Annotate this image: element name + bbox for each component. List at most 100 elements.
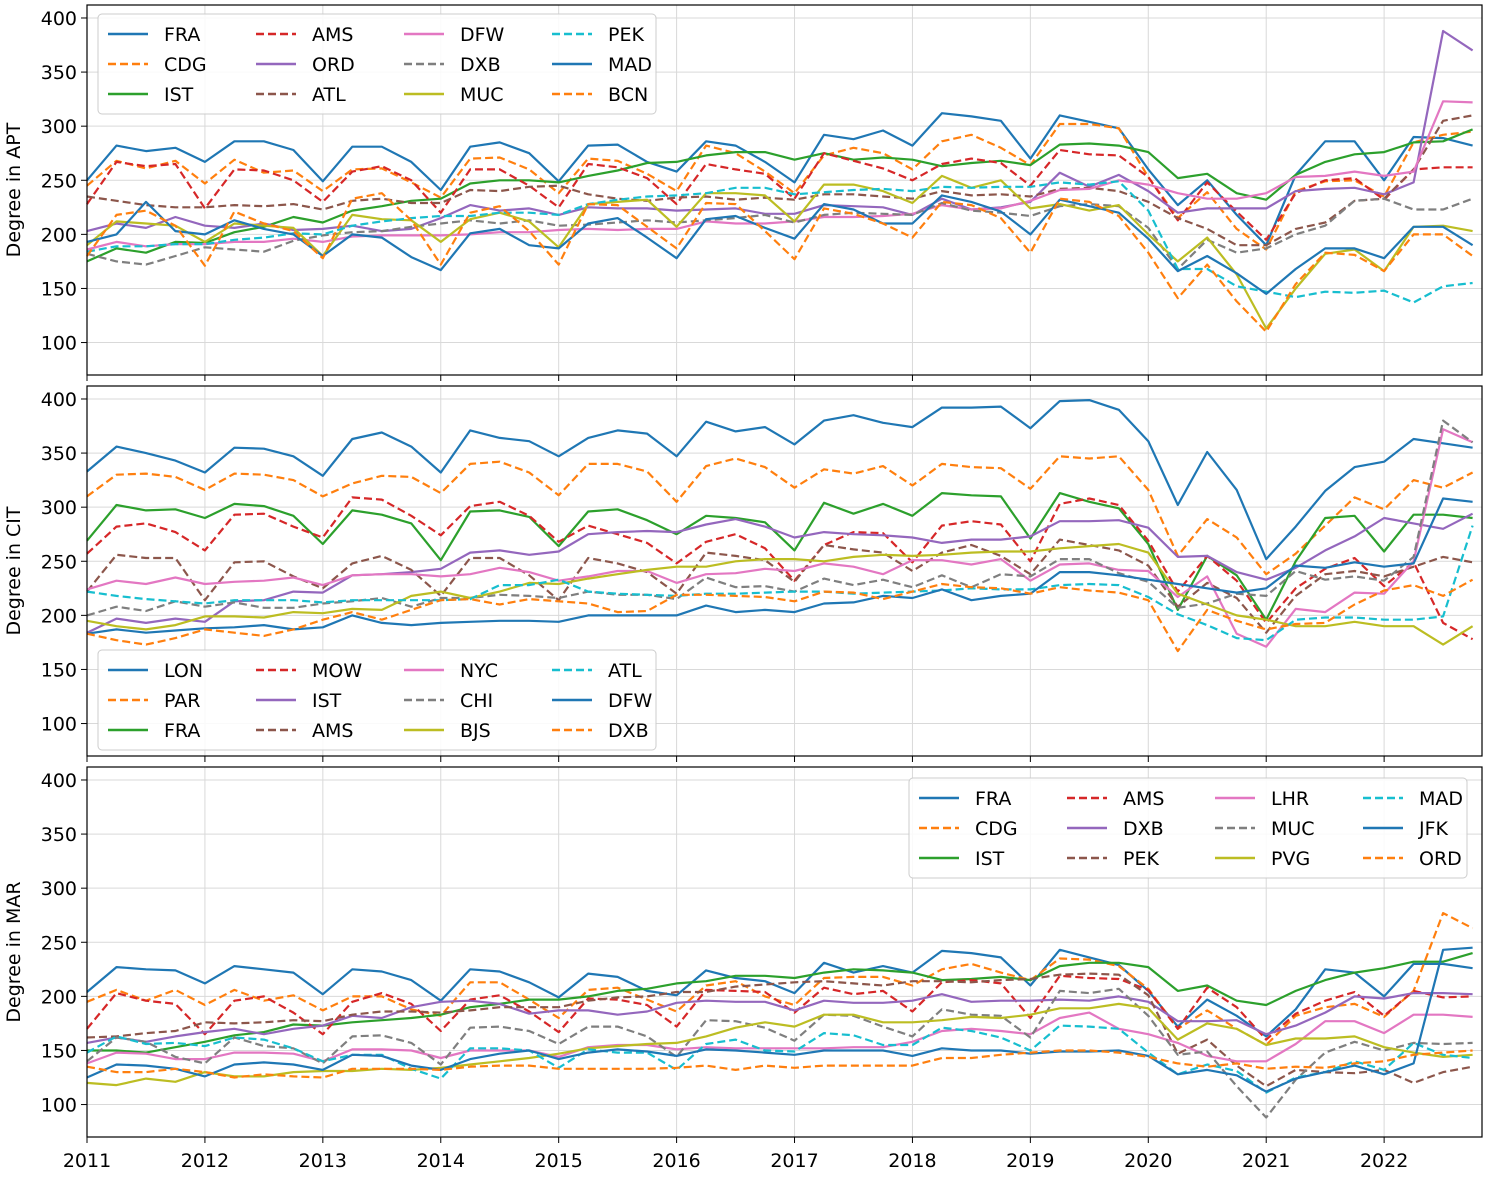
legend-label: ATL (608, 660, 642, 682)
legend-label: DXB (608, 720, 649, 742)
legend-item-ord: ORD (256, 54, 355, 76)
legend-label: AMS (312, 720, 353, 742)
legend-item-cdg: CDG (919, 818, 1018, 840)
legend-label: PAR (164, 690, 200, 712)
legend-label: ATL (312, 84, 346, 106)
legend-label: ORD (312, 54, 355, 76)
legend-label: DXB (1123, 818, 1164, 840)
y-axis-label: Degree in APT (3, 122, 25, 257)
y-axis-label: Degree in MAR (3, 881, 25, 1022)
x-tick-label: 2011 (63, 1150, 111, 1172)
series-line-nyc (86, 428, 1474, 648)
y-tick-label: 400 (41, 770, 77, 792)
series-line-dxb (86, 197, 1473, 271)
x-tick-label: 2018 (888, 1150, 936, 1172)
x-tick-label: 2016 (652, 1150, 700, 1172)
legend-item-pek: PEK (552, 24, 644, 46)
legend-item-atl: ATL (552, 660, 642, 682)
legend-item-pek: PEK (1067, 848, 1159, 870)
y-tick-label: 350 (41, 824, 77, 846)
series-group (86, 911, 1474, 1119)
legend-item-mow: MOW (256, 660, 362, 682)
y-tick-label: 200 (41, 224, 77, 246)
y-tick-label: 150 (41, 278, 77, 300)
legend-label: PEK (608, 24, 644, 46)
y-tick-label: 200 (41, 605, 77, 627)
legend-label: LHR (1271, 788, 1309, 810)
legend-label: AMS (1123, 788, 1164, 810)
panel-3: 100 150 200 250 300 350 400 2011 2012 2013 2014 201… (3, 766, 1483, 1172)
legend-item-chi: CHI (404, 690, 493, 712)
legend-label: BCN (608, 84, 648, 106)
series-line-pek (86, 972, 1473, 1088)
legend-item-ist: IST (919, 848, 1005, 870)
legend-item-cdg: CDG (108, 54, 207, 76)
x-tick-label: 2015 (535, 1150, 583, 1172)
legend-box (97, 649, 657, 751)
y-tick-label: 300 (41, 497, 77, 519)
legend-item-lon: LON (108, 660, 203, 682)
series-line-pek (86, 180, 1473, 304)
legend-item-ams: AMS (256, 24, 353, 46)
legend-label: FRA (164, 720, 200, 742)
y-tick-label: 400 (41, 389, 77, 411)
legend-item-fra: FRA (108, 720, 200, 742)
series-group (86, 29, 1474, 333)
legend-item-ist: IST (256, 690, 342, 712)
legend-item-bjs: BJS (404, 720, 491, 742)
legend-item-muc: MUC (1215, 818, 1315, 840)
legend-box (908, 777, 1468, 879)
legend-box (97, 13, 657, 115)
legend-item-pvg: PVG (1215, 848, 1310, 870)
series-line-ist (86, 512, 1474, 634)
y-axis-label: Degree in CIT (3, 506, 25, 635)
legend-label: CHI (460, 690, 493, 712)
legend-label: CDG (164, 54, 207, 76)
legend-label: MAD (608, 54, 652, 76)
legend-item-nyc: NYC (404, 660, 498, 682)
y-tick-label: 250 (41, 551, 77, 573)
series-line-par (86, 455, 1474, 576)
y-tick-label: 250 (41, 932, 77, 954)
series-line-muc (86, 987, 1473, 1119)
legend-item-dxb: DXB (1067, 818, 1164, 840)
legend-item-fra: FRA (919, 788, 1011, 810)
x-tick-label: 2021 (1242, 1150, 1290, 1172)
x-tick-label: 2019 (1006, 1150, 1054, 1172)
series-line-ord (86, 1049, 1473, 1079)
legend-item-fra: FRA (108, 24, 200, 46)
series-line-bcn (86, 192, 1474, 333)
legend-item-ams: AMS (1067, 788, 1164, 810)
legend-label: DXB (460, 54, 501, 76)
series-line-ams (86, 148, 1473, 241)
legend: FRA CDG IST AMS DXB PEK LHR MUC PVG MAD JFK ORD (908, 777, 1468, 879)
series-line-jfk (86, 946, 1473, 1093)
axes-frame (86, 4, 1483, 376)
legend-item-dfw: DFW (404, 24, 505, 46)
series-line-pvg (86, 1002, 1473, 1087)
legend-label: NYC (460, 660, 498, 682)
y-tick-label: 100 (41, 714, 77, 736)
series-line-atl (86, 114, 1473, 247)
series-line-fra (86, 112, 1473, 247)
y-tick-label: 350 (41, 62, 77, 84)
legend-label: MUC (460, 84, 504, 106)
legend-label: JFK (1418, 818, 1449, 840)
y-tick-label: 100 (41, 1095, 77, 1117)
legend-item-mad: MAD (552, 54, 652, 76)
y-tick-label: 400 (41, 8, 77, 30)
series-line-bjs (86, 542, 1474, 646)
x-tick-label: 2017 (770, 1150, 818, 1172)
legend-item-lhr: LHR (1215, 788, 1309, 810)
legend-label: ORD (1419, 848, 1462, 870)
legend-label: BJS (460, 720, 491, 742)
axes-frame (86, 766, 1483, 1138)
legend-item-ams: AMS (256, 720, 353, 742)
legend-label: MOW (312, 660, 362, 682)
legend-item-dxb: DXB (404, 54, 501, 76)
series-line-fra (86, 492, 1473, 621)
x-tick-label: 2012 (181, 1150, 229, 1172)
panel-1: 100 150 200 250 300 350 400 Degree in APT FRA CDG… (3, 4, 1483, 381)
